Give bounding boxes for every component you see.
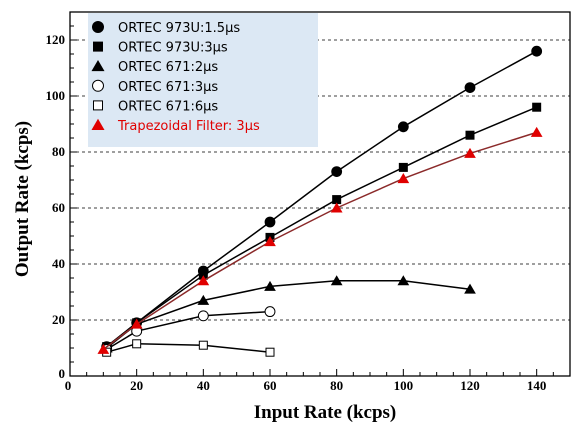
legend-marker — [93, 100, 103, 111]
y-tick-label: 100 — [46, 88, 66, 103]
data-point — [397, 275, 410, 286]
y-tick-label: 20 — [52, 312, 65, 327]
series-5 — [102, 339, 275, 357]
legend-label: ORTEC 973U:1.5μs — [118, 21, 240, 36]
data-point — [397, 173, 410, 184]
legend-marker — [93, 41, 103, 52]
legend: ORTEC 973U:1.5μs ORTEC 973U:3μs ORTEC 671:… — [88, 13, 318, 147]
legend-marker — [91, 60, 105, 72]
data-point — [198, 340, 208, 350]
series-3 — [100, 275, 476, 353]
data-point — [331, 166, 343, 178]
x-tick-label: 140 — [527, 378, 547, 393]
data-point — [532, 102, 542, 112]
data-point — [97, 343, 110, 354]
y-tick-label: 0 — [59, 366, 66, 381]
data-point — [398, 162, 408, 172]
legend-label: ORTEC 671:6μs — [118, 99, 218, 114]
data-point — [397, 121, 409, 133]
axes: 0 20 40 60 80 100 120 0 20 40 60 80 100 120 140 — [46, 11, 571, 393]
data-point — [132, 339, 142, 349]
legend-label: ORTEC 973U:3μs — [118, 41, 228, 56]
data-point — [197, 294, 210, 305]
y-tick-label: 120 — [46, 32, 66, 47]
data-point — [531, 45, 543, 57]
y-tick-label: 40 — [52, 256, 65, 271]
data-point — [464, 147, 476, 158]
x-axis-title: Input Rate (kcps) — [254, 402, 397, 423]
legend-marker — [91, 118, 105, 130]
data-point — [465, 130, 475, 140]
legend-label: ORTEC 671:2μs — [118, 60, 218, 75]
legend-marker — [92, 21, 104, 33]
data-point — [264, 216, 276, 228]
x-tick-label: 100 — [394, 378, 414, 393]
data-point — [264, 236, 276, 247]
x-tick-label: 20 — [130, 378, 143, 393]
y-axis-title: Output Rate (kcps) — [12, 121, 33, 277]
legend-marker — [92, 79, 104, 92]
grid-lines — [70, 39, 570, 321]
data-point — [264, 280, 276, 291]
data-point — [530, 126, 543, 137]
data-point — [464, 82, 476, 93]
series-line — [106, 106, 537, 348]
legend-box — [88, 13, 318, 147]
legend-label: ORTEC 671:3μs — [118, 80, 218, 95]
data-point — [198, 270, 208, 280]
data-point — [197, 275, 210, 286]
x-tick-label: 60 — [264, 378, 277, 393]
x-tick-label: 0 — [65, 378, 72, 393]
y-tick-label: 80 — [52, 144, 65, 159]
data-point — [332, 195, 342, 205]
series-line — [106, 310, 271, 351]
y-tick-label: 60 — [52, 200, 65, 215]
x-tick-label: 120 — [460, 378, 480, 393]
data-point — [264, 306, 276, 318]
x-tick-label: 80 — [330, 378, 343, 393]
series-6 — [97, 126, 543, 354]
series-group — [97, 45, 543, 357]
data-point — [464, 283, 476, 294]
data-point — [330, 202, 343, 213]
series-line — [102, 131, 537, 350]
data-point — [197, 310, 209, 322]
series-line — [106, 343, 271, 353]
data-point — [330, 275, 343, 286]
legend-label: Trapezoidal Filter: 3μs — [117, 119, 260, 134]
series-line — [106, 280, 471, 349]
x-tick-label: 40 — [197, 378, 210, 393]
data-point — [130, 318, 143, 329]
data-point — [265, 347, 275, 357]
